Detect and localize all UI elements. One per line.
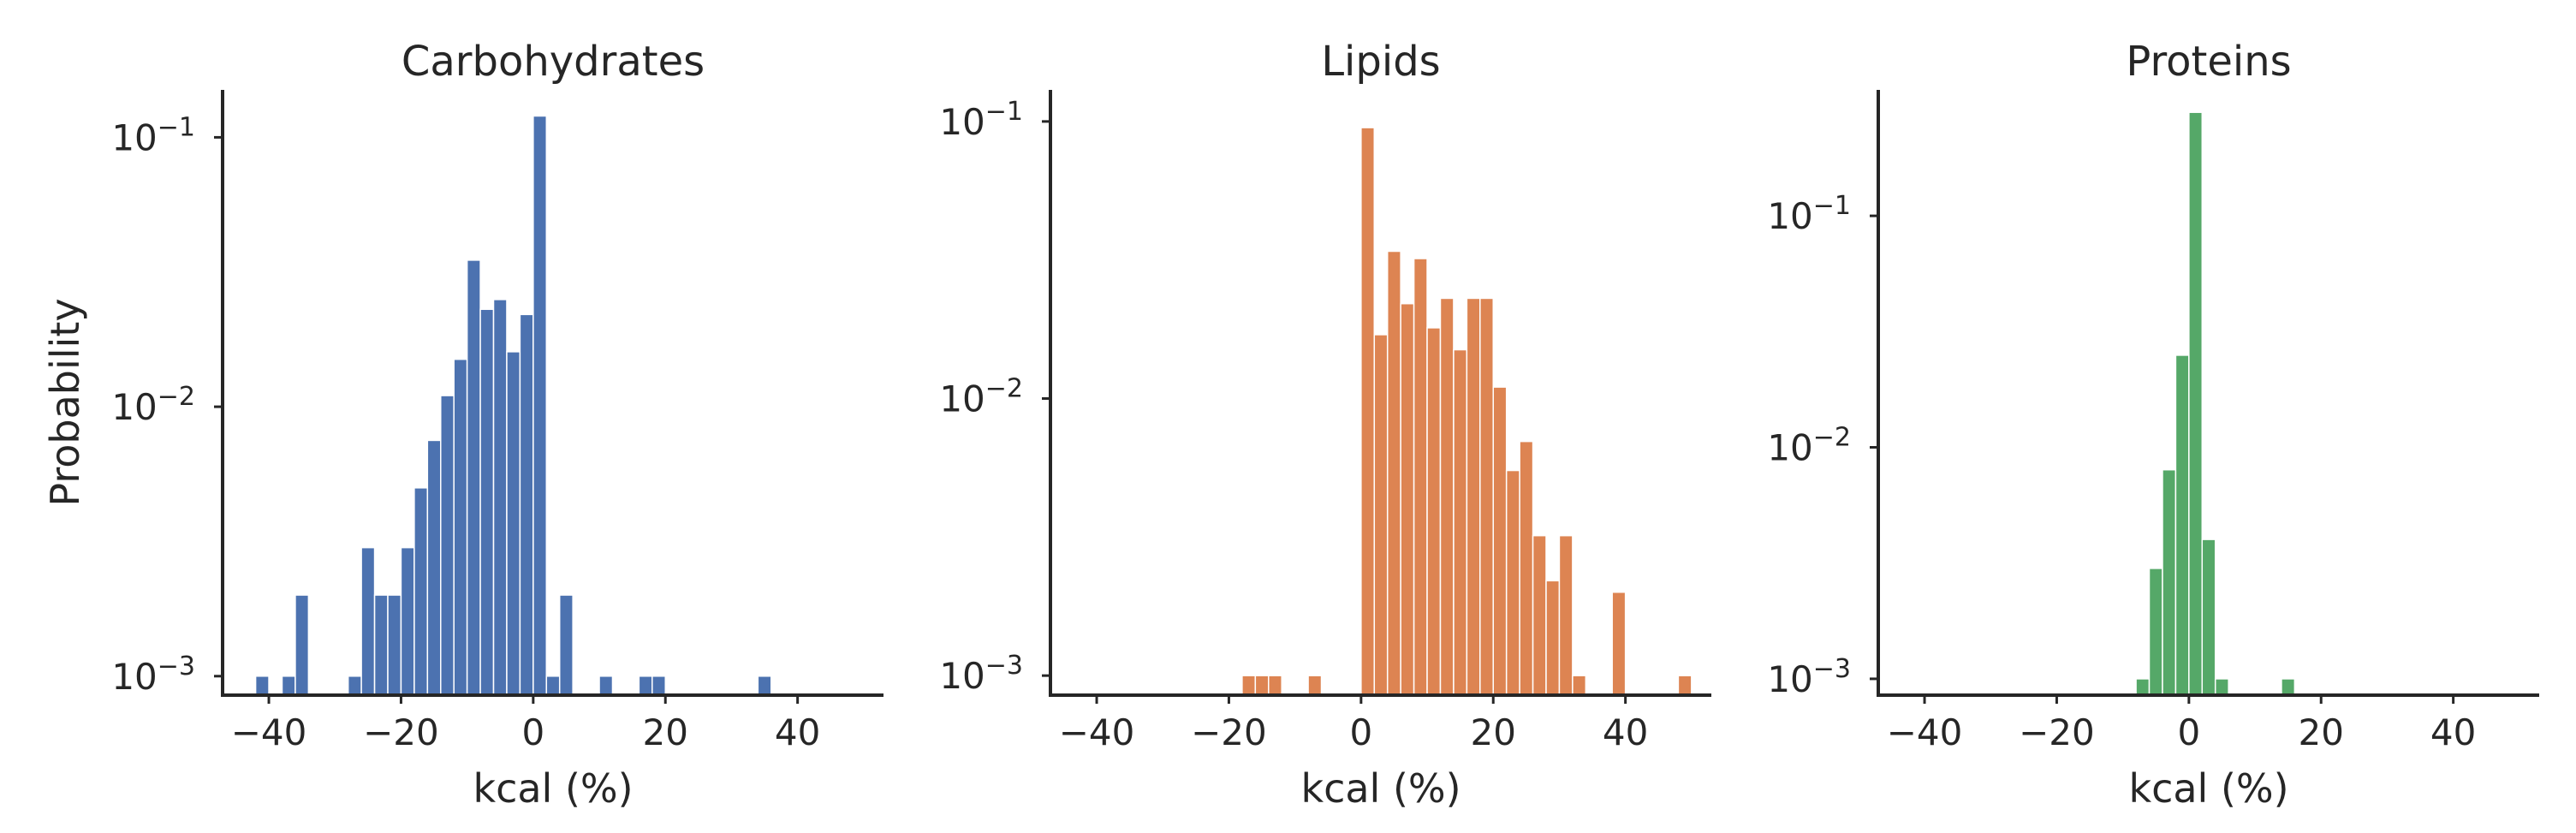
x-tick-label: 0 — [521, 711, 544, 753]
histogram-bar — [651, 675, 666, 696]
histogram-bar — [1360, 127, 1376, 696]
x-tick-label: 0 — [1349, 711, 1372, 753]
histogram-bar — [479, 308, 495, 696]
histogram-bar — [1466, 297, 1481, 696]
histogram-bar — [2188, 111, 2204, 696]
x-axis-label: kcal (%) — [1300, 765, 1461, 812]
histogram-bar — [1254, 675, 1270, 696]
y-tick-label: 10−2 — [939, 374, 1023, 420]
histogram-bar — [1505, 469, 1520, 696]
histogram-bar — [281, 675, 296, 696]
y-tick-label: 10−3 — [939, 651, 1023, 697]
panel-title: Proteins — [2126, 38, 2291, 86]
histogram-bar — [1545, 580, 1561, 696]
histogram-bar — [1268, 675, 1282, 696]
histogram-bar — [1492, 386, 1508, 696]
histogram-bar — [2281, 678, 2296, 696]
x-tick-label: 0 — [2177, 711, 2200, 753]
panel-lipids: −40 −20 0 20 40 10−3 10−2 10−1 Lipids kcal (%) — [939, 38, 1711, 812]
panel-title: Lipids — [1321, 38, 1440, 86]
histogram-bar — [1532, 534, 1547, 696]
panel-title: Carbohydrates — [402, 38, 705, 86]
x-tick-label: 40 — [775, 711, 820, 753]
histogram-bar — [2201, 538, 2216, 696]
y-tick-label: 10−2 — [1767, 423, 1851, 469]
y-tick-label: 10−1 — [111, 112, 195, 158]
x-tick-label: 40 — [1603, 711, 1648, 753]
histogram-bar — [347, 675, 362, 696]
x-tick-label: −40 — [231, 711, 307, 753]
histogram-bar — [1677, 675, 1693, 696]
histogram-bar — [757, 675, 772, 696]
histogram-bar — [254, 675, 270, 696]
histogram-bar — [558, 594, 574, 696]
histogram-bar — [545, 675, 561, 696]
x-tick-label: 40 — [2430, 711, 2476, 753]
histogram-bar — [1611, 591, 1627, 696]
y-tick-label: 10−1 — [939, 97, 1023, 143]
histogram-bar — [1572, 675, 1587, 696]
y-tick-label: 10−3 — [1767, 654, 1851, 700]
histogram-bar — [1453, 348, 1468, 696]
histogram-bar — [2148, 568, 2163, 696]
histogram-bar — [426, 439, 442, 696]
histogram-bar — [387, 594, 402, 696]
histogram-bar — [413, 487, 429, 696]
histogram-bar — [2174, 354, 2190, 696]
histogram-bar — [1413, 258, 1428, 696]
panel-carbohydrates: −40 −20 0 20 40 10−3 10−2 10−1 Carbohydrates kcal… — [111, 38, 883, 812]
x-tick-label: −40 — [1059, 711, 1135, 753]
histogram-bar — [519, 313, 534, 696]
histogram-bar — [532, 115, 548, 696]
x-tick-label: 20 — [2299, 711, 2344, 753]
histogram-bar — [598, 675, 614, 696]
x-tick-label: −20 — [363, 711, 439, 753]
histogram-bar — [1400, 302, 1415, 696]
x-tick-label: −20 — [2019, 711, 2095, 753]
histogram-bar — [638, 675, 653, 696]
histogram-bar — [492, 299, 508, 696]
histogram-bar — [1426, 327, 1442, 696]
histogram-bar — [360, 546, 376, 696]
histogram-bar — [440, 395, 455, 696]
y-axis-label: Probability — [42, 298, 88, 506]
histogram-bar — [1241, 675, 1257, 696]
histogram-bar — [506, 351, 521, 696]
histogram-bar — [373, 594, 389, 696]
y-tick-label: 10−2 — [111, 382, 195, 428]
histogram-bar — [1386, 250, 1401, 696]
x-tick-label: −20 — [1191, 711, 1267, 753]
histogram-bar — [1373, 334, 1389, 696]
panels: −40 −20 0 20 40 10−3 10−2 10−1 Carbohydrates kcal… — [111, 38, 2539, 812]
x-axis-label: kcal (%) — [473, 765, 633, 812]
histogram-bar — [453, 358, 468, 696]
histogram-bar — [1307, 675, 1323, 696]
y-tick-label: 10−3 — [111, 652, 195, 698]
x-axis-label: kcal (%) — [2128, 765, 2288, 812]
histogram-bar — [400, 546, 415, 696]
x-tick-label: 20 — [643, 711, 688, 753]
histogram-bar — [1558, 534, 1574, 696]
histogram-bar — [294, 594, 310, 696]
x-tick-label: −40 — [1887, 711, 1963, 753]
panel-proteins: −40 −20 0 20 40 10−3 10−2 10−1 Proteins kcal (%) — [1767, 38, 2539, 812]
histogram-bar — [1439, 297, 1455, 696]
histogram-bar — [1519, 440, 1534, 696]
histogram-bar — [2214, 678, 2229, 696]
histogram-bar — [466, 259, 481, 696]
y-tick-label: 10−1 — [1767, 191, 1851, 237]
x-tick-label: 20 — [1471, 711, 1516, 753]
histogram-bar — [1479, 297, 1494, 696]
histogram-bar — [2162, 468, 2177, 696]
histogram-bar — [2135, 678, 2151, 696]
